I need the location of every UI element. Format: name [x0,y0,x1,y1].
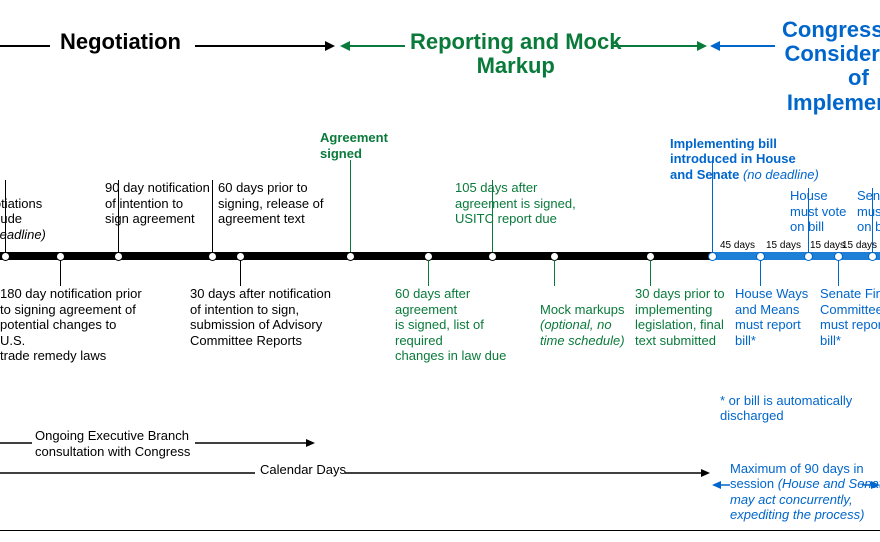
label-house-vote: House must vote on bill [790,188,860,235]
tick-14 [868,252,877,261]
calendar-arrow-r [345,466,710,480]
label-30after: 30 days after notification of intention … [190,286,345,348]
label-senate-vote: Senate must vote on bill [857,188,880,235]
connector-8 [554,260,555,286]
label-30prior: 30 days prior to implementing legislatio… [635,286,730,348]
label-house-ways: House Ways and Means must report bill* [735,286,815,348]
connector-4 [240,260,241,286]
connector-5 [350,160,351,252]
daylabel-15a: 15 days [766,240,801,251]
tick-2 [114,252,123,261]
calendar-arrow-l [0,466,255,480]
arrow-neg-right [195,38,335,54]
label-neg-conclude: Negotiations conclude (no deadline) [0,180,60,242]
phase-reporting: Reporting and Mock Markup [410,30,621,78]
connector-9 [650,260,651,286]
tick-0 [1,252,10,261]
impl-bill-italic: (no deadline) [743,167,819,182]
arrow-cong-left [710,38,775,54]
tick-3 [208,252,217,261]
label-impl-bill: Implementing bill introduced in House an… [670,120,860,182]
calendar-label: Calendar Days [260,462,346,478]
arrow-rep-right [612,38,707,54]
max90-label: Maximum of 90 days in session (House and… [730,445,880,523]
label-180day: 180 day notification prior to signing ag… [0,286,145,364]
daylabel-15b: 15 days [810,240,845,251]
tick-5 [346,252,355,261]
mock-italic: (optional, no time schedule) [540,317,625,348]
phase-congressional: Congressional Consideration of Implement… [782,18,880,115]
exec-branch-arrow-r [195,436,315,450]
max90-arrow-r [862,478,880,492]
arrow-rep-left [340,38,405,54]
max90-arrow-l [712,478,730,492]
connector-13 [838,260,839,286]
label-60after: 60 days after agreement is signed, list … [395,286,535,364]
daylabel-45: 45 days [720,240,755,251]
arrow-neg-left [0,38,50,54]
connector-6 [428,260,429,286]
timeline-blue [712,252,880,260]
bottom-border [0,530,880,531]
label-90day: 90 day notification of intention to sign… [105,180,215,227]
label-senate-fin: Senate Finance Committee must report bil… [820,286,880,348]
label-agreement-signed: Agreement signed [320,130,388,161]
connector-1 [60,260,61,286]
tick-12 [804,252,813,261]
exec-branch-arrow-l [0,436,32,450]
label-60prior: 60 days prior to signing, release of agr… [218,180,328,227]
neg-conclude-italic: (no deadline) [0,227,46,242]
label-mock: Mock markups (optional, no time schedule… [540,286,635,348]
label-105: 105 days after agreement is signed, USIT… [455,180,585,227]
footnote: * or bill is automatically discharged [720,393,880,423]
phase-negotiation: Negotiation [60,30,181,54]
tick-10 [708,252,717,261]
mock-text: Mock markups [540,302,625,317]
daylabel-15c: 15 days [842,240,877,251]
connector-11 [760,260,761,286]
tick-7 [488,252,497,261]
neg-conclude-text: Negotiations conclude [0,196,42,227]
